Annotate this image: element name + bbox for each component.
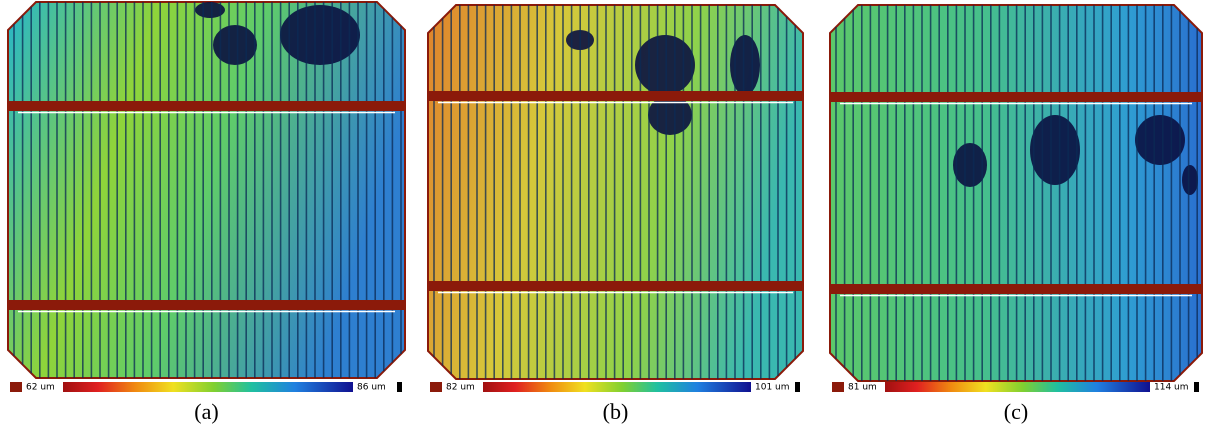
busbar (8, 300, 405, 310)
defect (1030, 115, 1080, 185)
panel-caption: (c) (1004, 399, 1028, 424)
defect (1182, 165, 1198, 195)
scale-max-swatch (795, 382, 800, 392)
scale-max-swatch (397, 382, 402, 392)
defect (648, 95, 692, 135)
color-scale (483, 382, 751, 392)
scale-min-swatch (10, 382, 22, 392)
defect (953, 143, 987, 187)
cell-image (7, 1, 406, 379)
scale-max: 114 um (1154, 383, 1189, 393)
cell-image (829, 4, 1203, 382)
cell-image (427, 4, 804, 380)
defect (1135, 115, 1185, 165)
scale-min: 62 um (26, 383, 55, 393)
busbar (830, 284, 1202, 294)
panel-caption: (b) (603, 399, 629, 424)
scale-min-swatch (832, 382, 844, 392)
defect (635, 35, 695, 95)
busbar (8, 101, 405, 111)
color-scale (885, 382, 1150, 392)
scale-max-swatch (1194, 382, 1199, 392)
defect (280, 5, 360, 65)
scale-max: 86 um (357, 383, 386, 393)
busbar (428, 91, 803, 101)
panel-caption: (a) (194, 399, 218, 424)
busbar (428, 281, 803, 291)
scale-min: 81 um (848, 383, 877, 393)
cell-surface (7, 1, 406, 379)
scale-max: 101 um (755, 383, 790, 393)
color-scale (63, 382, 353, 392)
busbar (830, 92, 1202, 102)
scale-min: 82 um (446, 383, 475, 393)
scale-min-swatch (430, 382, 442, 392)
